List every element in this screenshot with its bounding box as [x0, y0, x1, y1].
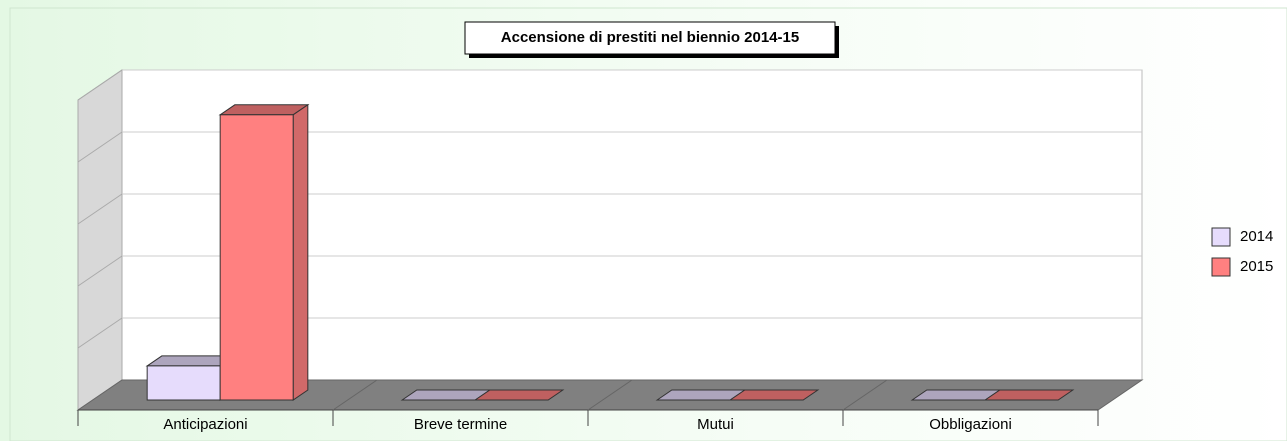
bar-top [983, 389, 1075, 401]
grid-line-side [77, 193, 123, 225]
x-tick-label: Breve termine [414, 416, 507, 433]
bar-front [219, 114, 294, 401]
bar-front [146, 365, 221, 401]
bar-top [473, 389, 565, 401]
floor-divider [332, 379, 378, 411]
bar [983, 389, 1075, 401]
x-tick-label: Mutui [697, 416, 734, 433]
left-wall [77, 69, 123, 411]
bar [728, 389, 820, 401]
legend-label: 2015 [1240, 258, 1273, 275]
bar [218, 103, 310, 401]
bar-side [292, 103, 309, 401]
grid-line-side [77, 317, 123, 349]
floor-divider [842, 379, 888, 411]
floor-divider [587, 379, 633, 411]
grid-line-side [77, 69, 123, 101]
chart-title: Accensione di prestiti nel biennio 2014-… [501, 29, 799, 46]
grid-line-side [77, 255, 123, 287]
bar [473, 389, 565, 401]
x-tick-label: Obbligazioni [929, 416, 1012, 433]
legend-swatch [1211, 257, 1231, 277]
grid-line-side [77, 131, 123, 163]
legend-label: 2014 [1240, 228, 1273, 245]
x-tick-label: Anticipazioni [163, 416, 247, 433]
bar-top [728, 389, 820, 401]
legend-swatch [1211, 227, 1231, 247]
title-box [464, 21, 836, 55]
